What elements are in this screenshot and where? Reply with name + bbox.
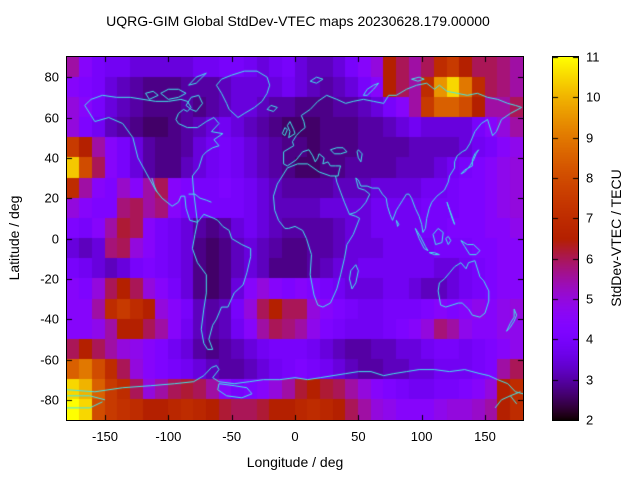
y-tick-label: -80 <box>40 392 59 408</box>
x-tick-label: -100 <box>155 429 182 444</box>
y-tick-label: 40 <box>44 150 59 166</box>
x-tick-label: -50 <box>222 429 242 444</box>
map-plot-area <box>66 56 524 421</box>
colorbar-tick-label: 7 <box>586 210 594 226</box>
x-tick-label: 150 <box>474 429 496 444</box>
y-tick-label: -60 <box>40 352 59 367</box>
x-tick-label: 0 <box>291 429 299 444</box>
y-tick-label: -20 <box>40 271 59 287</box>
x-tick-label: -150 <box>91 429 119 444</box>
y-tick-label: 20 <box>44 190 59 206</box>
colorbar-tick-label: 9 <box>586 130 594 146</box>
colorbar-canvas <box>553 57 578 420</box>
y-axis-label: Latitude / deg <box>6 195 22 281</box>
x-tick-label: 50 <box>351 429 366 444</box>
y-tick-label: 60 <box>44 110 59 125</box>
y-tick-labels: 80 60 40 20 0 -20 -40 -60 -80 <box>0 0 59 480</box>
colorbar <box>552 56 579 421</box>
x-tick-label: 100 <box>410 429 433 444</box>
colorbar-tick-label: 10 <box>586 89 601 105</box>
y-tick-label: 80 <box>44 69 59 85</box>
colorbar-label: StdDev-VTEC / TECU <box>608 169 624 307</box>
y-tick-label: 0 <box>51 231 59 246</box>
colorbar-tick-label: 4 <box>586 331 594 347</box>
colorbar-tick-label: 3 <box>586 372 594 388</box>
y-tick-label: -40 <box>40 311 59 327</box>
map-canvas <box>67 57 523 420</box>
chart-title: UQRG-GIM Global StdDev-VTEC maps 2023062… <box>106 13 490 29</box>
colorbar-tick-label: 11 <box>586 49 600 65</box>
colorbar-tick-label: 8 <box>586 170 594 186</box>
colorbar-tick-label: 6 <box>586 251 594 267</box>
colorbar-tick-label: 2 <box>586 412 594 428</box>
x-axis-label: Longitude / deg <box>246 454 344 470</box>
colorbar-tick-label: 5 <box>586 291 594 307</box>
